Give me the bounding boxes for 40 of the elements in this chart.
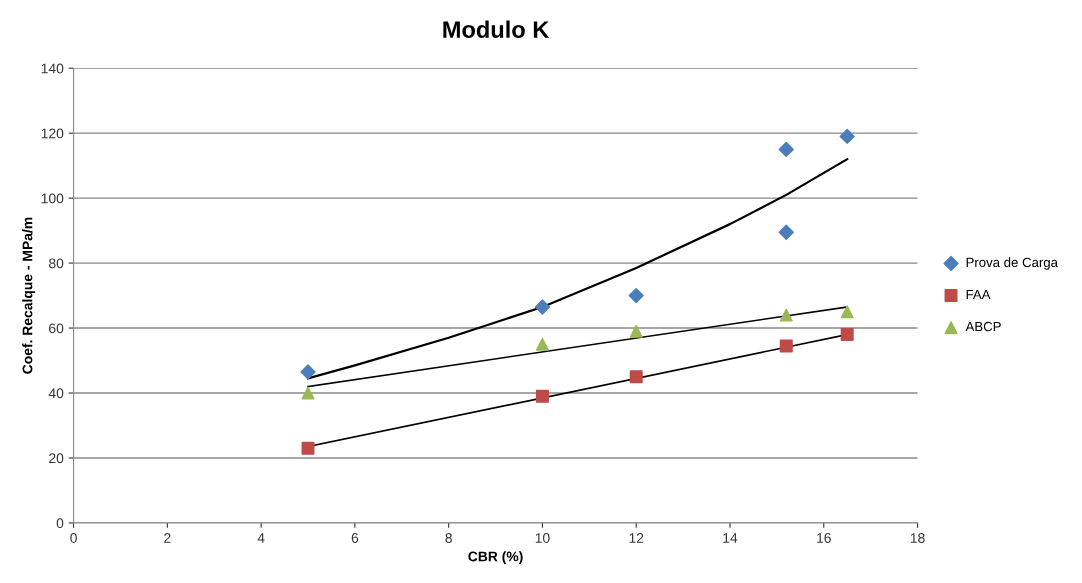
x-tick-label: 16: [817, 533, 831, 543]
x-axis-title: CBR (%): [468, 551, 523, 565]
x-tick-label: 18: [910, 533, 925, 543]
x-tick-label: 8: [445, 533, 452, 543]
y-axis-title: Coef. Recalque - MPa/m: [22, 217, 36, 374]
legend-label: ABCP: [965, 321, 1001, 332]
y-tick-label: 120: [41, 128, 64, 139]
y-tick-label: 20: [49, 453, 64, 464]
point: [629, 324, 643, 338]
x-tick-label: 2: [164, 533, 171, 543]
point: [301, 386, 315, 400]
y-tick-label: 140: [41, 63, 64, 74]
point: [300, 364, 316, 380]
legend-label: Prova de Carga: [966, 257, 1058, 270]
point: [629, 370, 643, 384]
x-tick-label: 14: [723, 533, 738, 543]
point: [535, 389, 549, 403]
x-tick-label: 6: [351, 533, 359, 543]
point: [301, 441, 315, 455]
point: [840, 305, 854, 319]
point: [778, 224, 794, 240]
point: [779, 339, 793, 353]
point: [840, 328, 854, 342]
point: [779, 308, 793, 322]
y-tick-label: 60: [49, 323, 64, 334]
legend-label: FAA: [966, 289, 991, 299]
point: [534, 299, 551, 315]
chart-title: Modulo K: [443, 20, 550, 38]
point: [839, 128, 855, 145]
x-tick-label: 4: [257, 533, 265, 543]
x-tick-label: 10: [535, 533, 550, 543]
point: [628, 287, 644, 304]
y-tick-label: 40: [48, 388, 64, 399]
y-tick-label: 100: [41, 193, 64, 204]
y-tick-label: 80: [49, 258, 64, 269]
y-tick-label: 0: [56, 518, 64, 529]
point: [535, 337, 549, 351]
x-tick-label: 0: [70, 533, 77, 543]
point: [778, 141, 794, 158]
x-tick-label: 12: [629, 533, 644, 543]
